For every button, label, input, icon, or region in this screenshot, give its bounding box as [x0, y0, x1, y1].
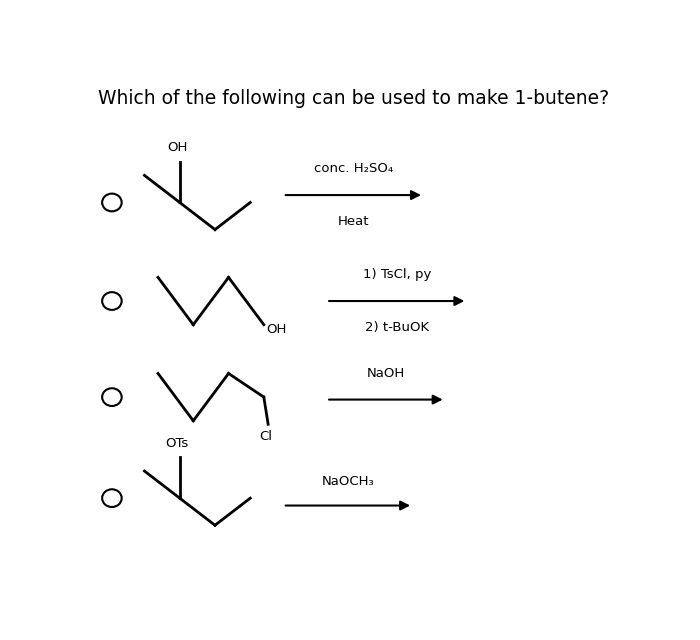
Text: 2) t-BuOK: 2) t-BuOK [365, 321, 429, 333]
Text: NaOCH₃: NaOCH₃ [321, 476, 374, 488]
Text: 1) TsCl, py: 1) TsCl, py [363, 268, 431, 282]
Text: OTs: OTs [165, 437, 188, 450]
Text: Which of the following can be used to make 1-butene?: Which of the following can be used to ma… [98, 89, 610, 108]
Text: Heat: Heat [337, 215, 369, 228]
Text: OH: OH [167, 141, 187, 154]
Text: NaOH: NaOH [367, 367, 405, 380]
Text: OH: OH [267, 323, 287, 336]
Text: Cl: Cl [259, 430, 272, 443]
Text: conc. H₂SO₄: conc. H₂SO₄ [314, 163, 393, 175]
